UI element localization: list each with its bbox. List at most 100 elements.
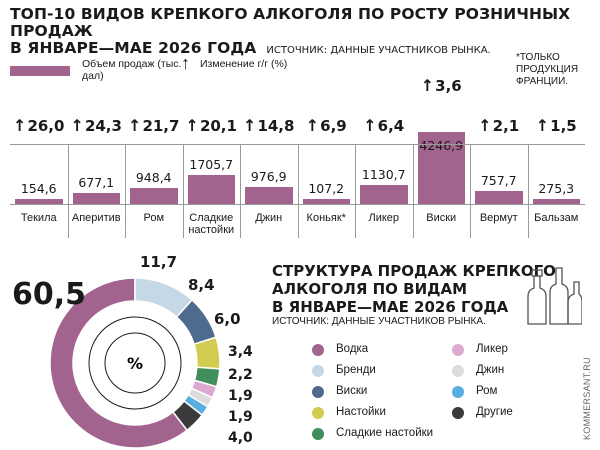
- bar: [187, 175, 235, 204]
- pie-value-label: 6,0: [214, 310, 241, 328]
- legend-swatch: [312, 365, 324, 377]
- donut-chart: %: [49, 277, 221, 449]
- growth-value: 26,0: [27, 117, 65, 135]
- bar-value-label: 275,3: [538, 181, 575, 196]
- volume-swatch: [10, 66, 70, 76]
- up-arrow-icon: ↑: [420, 76, 435, 95]
- legend-label: Виски: [336, 385, 368, 397]
- up-arrow-icon: ↑: [363, 116, 377, 135]
- growth-label: ↑14,8: [242, 116, 296, 135]
- column-separator: [412, 144, 414, 238]
- bar: [532, 199, 580, 204]
- legend-swatch: [452, 344, 464, 356]
- legend-label: Другие: [476, 406, 513, 418]
- legend-swatch: [312, 344, 324, 356]
- growth-value: 14,8: [257, 117, 295, 135]
- volume-legend-label: Объем продаж (тыс. дал): [82, 58, 182, 82]
- change-legend-label: Изменение г/г (%): [200, 58, 288, 70]
- chart-title: ТОП-10 ВИДОВ КРЕПКОГО АЛКОГОЛЯ ПО РОСТУ …: [10, 6, 600, 59]
- growth-value: 6,9: [320, 117, 347, 135]
- bar-value-label: 1130,7: [361, 166, 406, 182]
- category-label: Бальзам: [534, 212, 579, 224]
- bar: [130, 187, 178, 204]
- legend-swatch: [312, 386, 324, 398]
- growth-value: 21,7: [142, 117, 180, 135]
- bar-value-label: 154,6: [20, 181, 57, 196]
- pie-slice: [171, 399, 204, 432]
- bar: [245, 187, 293, 204]
- pie-source: ИСТОЧНИК: ДАННЫЕ УЧАСТНИКОВ РЫНКА.: [272, 316, 486, 327]
- up-arrow-icon: ↑: [185, 116, 199, 135]
- up-arrow-icon: ↑: [13, 116, 27, 135]
- column-separator: [67, 144, 69, 238]
- legend-swatch: [452, 365, 464, 377]
- legend-label: Водка: [336, 343, 369, 355]
- pie-center-label: %: [127, 354, 143, 373]
- up-arrow-icon: ↑: [478, 116, 492, 135]
- growth-value: 6,4: [377, 117, 405, 135]
- pie-value-label: 2,2: [228, 367, 253, 383]
- growth-label: ↑6,9: [299, 116, 353, 135]
- column-separator: [527, 144, 529, 238]
- growth-value: 2,1: [492, 117, 520, 135]
- legend-swatch: [452, 407, 464, 419]
- bar: [360, 184, 408, 204]
- pie-value-label: 4,0: [228, 430, 253, 446]
- column-separator: [182, 144, 184, 238]
- divider-line: [10, 144, 585, 145]
- chart-title-line1: ТОП-10 ВИДОВ КРЕПКОГО АЛКОГОЛЯ ПО РОСТУ …: [10, 5, 571, 40]
- category-label: Вермут: [479, 212, 518, 224]
- legend-swatch: [452, 386, 464, 398]
- column-separator: [240, 144, 241, 238]
- growth-value: 24,3: [84, 117, 122, 135]
- bar-value-label: 948,4: [135, 169, 172, 185]
- legend-swatch: [312, 428, 324, 440]
- bar-value-label: 1705,7: [189, 157, 234, 173]
- pie-value-label: 11,7: [140, 253, 178, 271]
- inner-ring: [104, 332, 166, 394]
- category-label: Коньяк*: [306, 212, 346, 224]
- up-arrow-icon: ↑: [535, 116, 550, 135]
- growth-label: ↑21,7: [127, 116, 181, 135]
- change-arrow-icon: ↑: [181, 53, 190, 73]
- bar: [475, 191, 523, 204]
- legend-label: Ром: [476, 385, 498, 397]
- growth-label: ↑6,4: [357, 116, 411, 135]
- bar: [302, 199, 350, 204]
- bar-value-label: 4246,9: [419, 138, 464, 153]
- bar-value-label: 757,7: [480, 173, 517, 189]
- inner-ring: [88, 316, 182, 410]
- category-label: Джин: [255, 212, 283, 224]
- column-separator: [297, 144, 299, 238]
- pie-value-label: 1,9: [228, 388, 253, 404]
- pie-value-label: 60,5: [12, 277, 87, 312]
- growth-label: ↑24,3: [69, 116, 123, 135]
- pie-title: СТРУКТУРА ПРОДАЖ КРЕПКОГО АЛКОГОЛЯ ПО ВИ…: [272, 262, 556, 316]
- category-label: Ром: [143, 212, 165, 224]
- growth-label: ↑2,1: [472, 116, 526, 135]
- legend-swatch: [312, 407, 324, 419]
- column-separator: [355, 144, 356, 238]
- growth-label: ↑20,1: [184, 116, 238, 135]
- source-label: ИСТОЧНИК: ДАННЫЕ УЧАСТНИКОВ РЫНКА.: [266, 45, 491, 56]
- category-label: Аперитив: [71, 212, 121, 224]
- bottles-icon: [527, 267, 582, 325]
- category-label: Ликер: [368, 212, 400, 224]
- legend-label: Джин: [476, 364, 505, 376]
- baseline: [10, 204, 585, 205]
- legend-label: Бренди: [336, 364, 376, 376]
- bar-value-label: 976,9: [250, 169, 287, 185]
- growth-label: ↑1,5: [529, 116, 583, 135]
- pie-slice: [49, 277, 189, 449]
- legend-label: Настойки: [336, 406, 386, 418]
- bar-value-label: 107,2: [308, 181, 345, 196]
- column-separator: [125, 144, 126, 238]
- bar: [15, 199, 63, 204]
- up-arrow-icon: ↑: [70, 116, 84, 135]
- up-arrow-icon: ↑: [305, 116, 320, 135]
- chart-title-line2: В ЯНВАРЕ—МАЕ 2026 ГОДА: [10, 39, 257, 57]
- growth-value: 20,1: [199, 117, 237, 135]
- pie-value-label: 1,9: [228, 409, 253, 425]
- category-label: Сладкие настойки: [188, 212, 235, 236]
- category-label: Текила: [20, 212, 57, 224]
